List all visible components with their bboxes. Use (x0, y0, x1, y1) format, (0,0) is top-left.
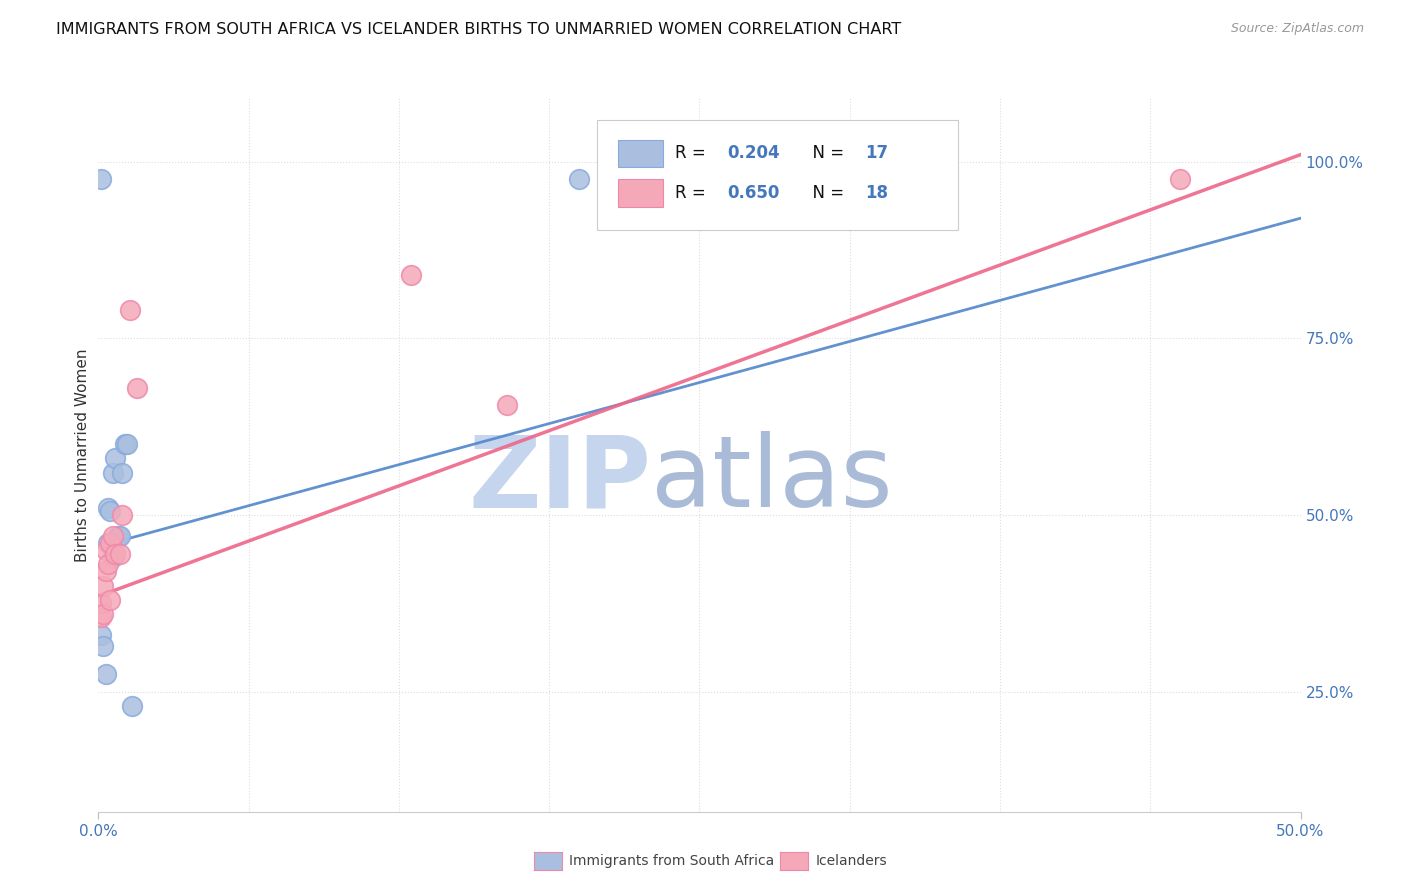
Point (100, 536, 122, 550)
Point (121, 698, 143, 713)
Text: ZIP: ZIP (468, 432, 651, 528)
Point (100, 592, 122, 607)
Point (94, 543, 117, 558)
Point (111, 466, 134, 480)
Point (94, 565, 117, 579)
Point (104, 451, 127, 466)
Point (108, 547, 131, 561)
Text: Icelanders: Icelanders (815, 854, 887, 868)
Point (568, 172, 591, 186)
Text: N =: N = (801, 145, 849, 162)
Point (111, 508, 134, 522)
FancyBboxPatch shape (617, 179, 664, 207)
FancyBboxPatch shape (598, 120, 957, 230)
Point (91, 607, 114, 621)
Point (90, 628, 112, 642)
Point (101, 550, 124, 565)
Point (90, 172, 112, 186)
Text: R =: R = (675, 184, 711, 202)
FancyBboxPatch shape (617, 139, 664, 167)
Text: 0.650: 0.650 (727, 184, 779, 202)
Point (125, 381, 148, 395)
Point (97, 558, 120, 572)
Text: Source: ZipAtlas.com: Source: ZipAtlas.com (1230, 22, 1364, 36)
Point (114, 437, 136, 451)
Text: R =: R = (675, 145, 711, 162)
Point (108, 529, 131, 543)
Point (91, 639, 114, 653)
Text: 17: 17 (865, 145, 889, 162)
Text: Immigrants from South Africa: Immigrants from South Africa (569, 854, 775, 868)
Text: N =: N = (801, 184, 849, 202)
Point (101, 529, 124, 543)
Text: atlas: atlas (651, 432, 893, 528)
Point (399, 268, 422, 282)
Point (101, 466, 124, 480)
Text: 0.204: 0.204 (727, 145, 780, 162)
Point (496, 399, 519, 413)
Point (104, 547, 127, 561)
Point (118, 303, 141, 318)
Point (97, 536, 120, 550)
Point (90, 610, 112, 624)
Point (91, 579, 114, 593)
Point (107, 529, 129, 543)
Point (117, 437, 139, 451)
Point (94, 667, 117, 681)
Point (90, 596, 112, 610)
Y-axis label: Births to Unmarried Women: Births to Unmarried Women (75, 348, 90, 562)
Text: IMMIGRANTS FROM SOUTH AFRICA VS ICELANDER BIRTHS TO UNMARRIED WOMEN CORRELATION : IMMIGRANTS FROM SOUTH AFRICA VS ICELANDE… (56, 22, 901, 37)
Point (100, 504, 122, 518)
Text: 18: 18 (865, 184, 889, 202)
Point (97, 500, 120, 515)
Point (1170, 172, 1192, 186)
